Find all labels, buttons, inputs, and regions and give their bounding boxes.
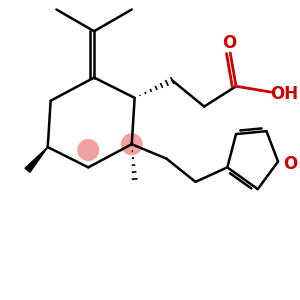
Circle shape	[121, 133, 143, 155]
Text: O: O	[222, 34, 236, 52]
Text: O: O	[283, 155, 297, 173]
Circle shape	[77, 139, 99, 161]
Text: OH: OH	[270, 85, 298, 103]
Polygon shape	[25, 147, 48, 172]
